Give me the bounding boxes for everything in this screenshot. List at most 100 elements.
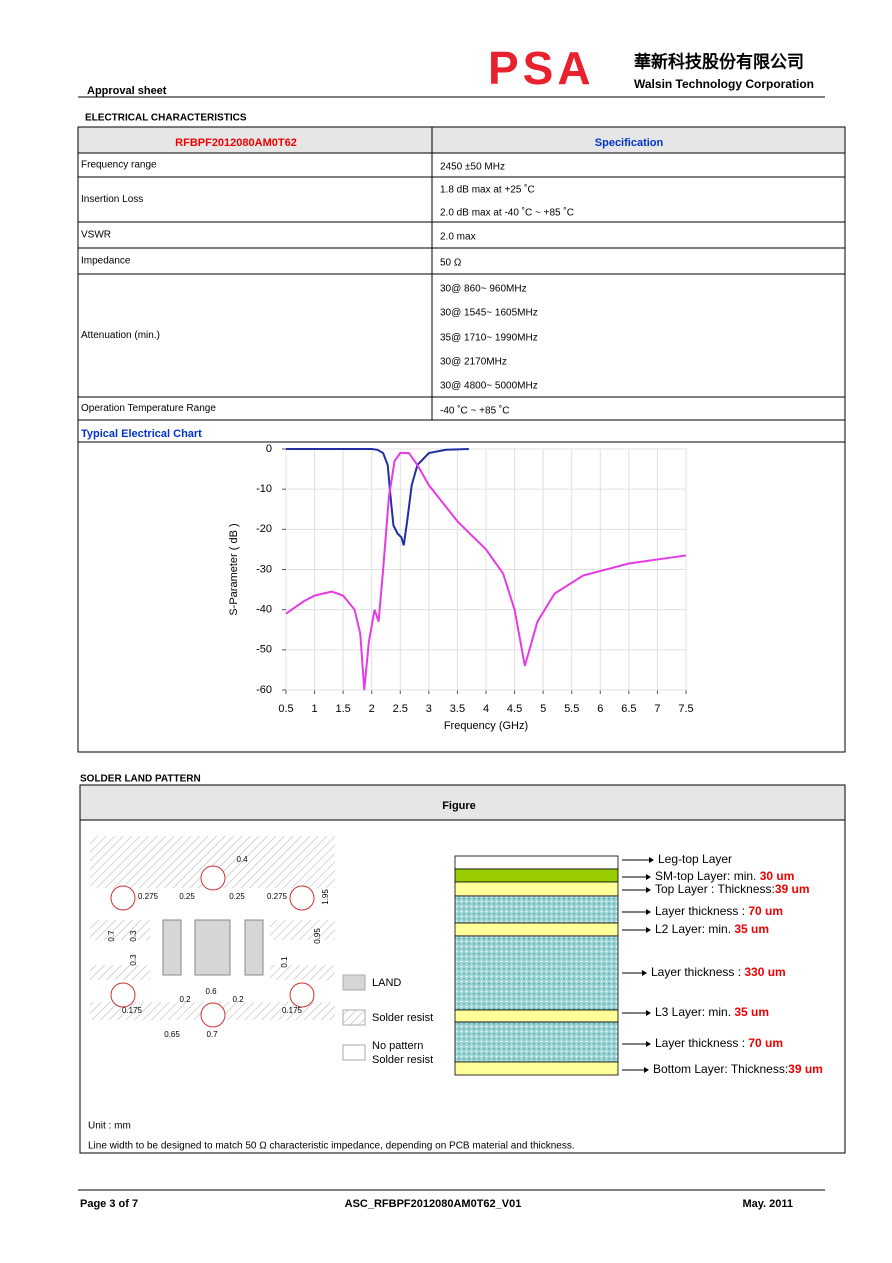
- layer-label: Top Layer : Thickness:39 um: [655, 882, 810, 896]
- layer-name: Layer thickness :: [655, 1036, 748, 1050]
- layer-value: 39 um: [775, 882, 810, 896]
- company-en: Walsin Technology Corporation: [634, 77, 814, 91]
- arrow-head: [642, 970, 647, 976]
- arrow-head: [644, 1067, 649, 1073]
- y-tick-label: -10: [256, 483, 272, 495]
- footer-page: Page 3 of 7: [80, 1198, 138, 1210]
- arrow-head: [646, 887, 651, 893]
- dimension-label: 1.95: [321, 889, 330, 905]
- x-axis-label: Frequency (GHz): [444, 720, 528, 732]
- dimension-label: 0.3: [129, 930, 138, 942]
- x-tick-label: 7.5: [678, 703, 693, 715]
- layer-label: Layer thickness : 70 um: [655, 1036, 783, 1050]
- footer-date: May. 2011: [742, 1198, 793, 1210]
- row-label: Operation Temperature Range: [81, 403, 216, 414]
- row-value: 35@ 1710~ 1990MHz: [440, 333, 538, 344]
- x-tick-label: 1: [312, 703, 318, 715]
- x-tick-label: 3: [426, 703, 432, 715]
- row-label: Frequency range: [81, 160, 157, 171]
- layer-label: SM-top Layer: min. 30 um: [655, 869, 794, 883]
- row-value: 2.0 dB max at -40 ˚C ~ +85 ˚C: [440, 207, 574, 219]
- layout: [77, 96, 846, 1191]
- row-value: 30@ 1545~ 1605MHz: [440, 308, 538, 319]
- dimension-label: 0.7: [206, 1030, 218, 1039]
- layer-name: L2 Layer: min.: [655, 922, 734, 936]
- x-tick-label: 5.5: [564, 703, 579, 715]
- series-line: [286, 448, 469, 546]
- legend-label: Solder resist: [372, 1054, 433, 1066]
- x-tick-label: 2.5: [393, 703, 408, 715]
- layer-value: 35 um: [734, 1005, 769, 1019]
- dimension-label: 0.275: [267, 892, 288, 901]
- layer-name: Leg-top Layer: [658, 852, 732, 866]
- dimension-label: 0.275: [138, 892, 159, 901]
- row-value: 1.8 dB max at +25 ˚C: [440, 184, 535, 196]
- y-tick-label: -60: [256, 684, 272, 696]
- x-tick-label: 0.5: [278, 703, 293, 715]
- row-value: 50 Ω: [440, 258, 462, 269]
- doc-type: Approval sheet: [87, 85, 167, 97]
- x-tick-label: 1.5: [335, 703, 350, 715]
- y-tick-label: -20: [256, 523, 272, 535]
- layer-name: Layer thickness :: [655, 904, 748, 918]
- layer-label: Leg-top Layer: [658, 852, 732, 866]
- dimension-label: 0.25: [229, 892, 245, 901]
- table-header: RFBPF2012080AM0T62: [175, 137, 297, 149]
- series-line: [285, 452, 687, 691]
- y-axis-label: S-Parameter ( dB ): [228, 523, 240, 615]
- row-label: Impedance: [81, 256, 131, 267]
- layer-name: Bottom Layer: Thickness:: [653, 1062, 788, 1076]
- layer-value: 30 um: [760, 869, 795, 883]
- note: Line width to be designed to match 50 Ω …: [88, 1141, 575, 1152]
- layer-label: Bottom Layer: Thickness:39 um: [653, 1062, 823, 1076]
- section-title: ELECTRICAL CHARACTERISTICS: [85, 113, 247, 124]
- row-label: VSWR: [81, 230, 111, 241]
- layer-value: 70 um: [748, 1036, 783, 1050]
- x-tick-label: 3.5: [450, 703, 465, 715]
- row-value: 2.0 max: [440, 232, 476, 243]
- dimension-label: 0.175: [282, 1006, 303, 1015]
- layer-name: L3 Layer: min.: [655, 1005, 734, 1019]
- dimension-label: 0.1: [280, 956, 289, 968]
- dimension-label: 0.6: [205, 987, 217, 996]
- layer-value: 35 um: [734, 922, 769, 936]
- dimension-label: 0.95: [313, 928, 322, 944]
- x-tick-label: 2: [369, 703, 375, 715]
- x-tick-label: 4: [483, 703, 489, 715]
- row-value: 30@ 860~ 960MHz: [440, 284, 527, 295]
- row-label: Insertion Loss: [81, 194, 143, 205]
- row-value: 30@ 2170MHz: [440, 357, 507, 368]
- arrow-head: [646, 909, 651, 915]
- layer-label: Layer thickness : 330 um: [651, 965, 786, 979]
- arrow-head: [646, 927, 651, 933]
- y-tick-label: -40: [256, 604, 272, 616]
- dimension-label: 0.2: [179, 995, 191, 1004]
- dimension-label: 0.65: [164, 1030, 180, 1039]
- unit-note: Unit : mm: [88, 1121, 131, 1132]
- footer-doc: ASC_RFBPF2012080AM0T62_V01: [345, 1198, 522, 1210]
- arrow-head: [646, 1010, 651, 1016]
- layer-label: Layer thickness : 70 um: [655, 904, 783, 918]
- company-cn: 華新科技股份有限公司: [634, 51, 804, 71]
- layer-value: 330 um: [744, 965, 785, 979]
- layer-value: 39 um: [788, 1062, 823, 1076]
- arrow-head: [649, 857, 654, 863]
- chart-heading: Typical Electrical Chart: [81, 428, 202, 440]
- row-value: -40 ˚C ~ +85 ˚C: [440, 405, 509, 417]
- y-tick-label: -50: [256, 644, 272, 656]
- dimension-label: 0.4: [236, 855, 248, 864]
- legend-label: No pattern: [372, 1040, 423, 1052]
- logo: PSA: [488, 42, 595, 94]
- layer-label: L2 Layer: min. 35 um: [655, 922, 769, 936]
- arrow-head: [646, 874, 651, 880]
- layer-name: SM-top Layer: min.: [655, 869, 760, 883]
- x-tick-label: 6.5: [621, 703, 636, 715]
- section-title: SOLDER LAND PATTERN: [80, 774, 201, 785]
- legend-label: Solder resist: [372, 1012, 433, 1024]
- dimension-label: 0.25: [179, 892, 195, 901]
- dimension-label: 0.7: [107, 930, 116, 942]
- figure-title: Figure: [442, 800, 476, 812]
- x-tick-label: 6: [597, 703, 603, 715]
- arrow-head: [646, 1041, 651, 1047]
